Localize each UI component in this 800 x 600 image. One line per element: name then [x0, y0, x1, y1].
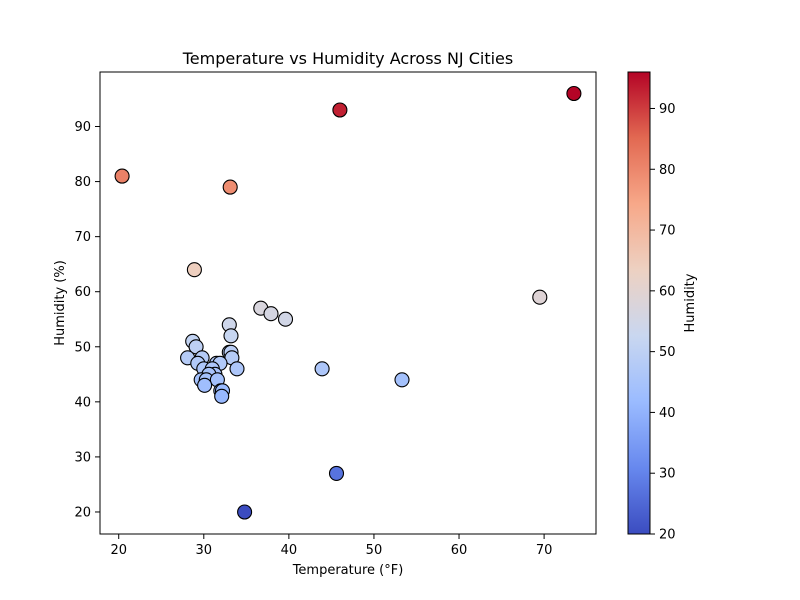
scatter-point-7 [263, 306, 279, 322]
scatter-point-1 [186, 262, 202, 278]
scatter-point-23 [229, 361, 245, 377]
colorbar-tick-label: 30 [659, 467, 676, 482]
scatter-point-24 [314, 361, 330, 377]
x-axis-label: Temperature (°F) [292, 563, 404, 578]
colorbar-tick-label: 80 [659, 163, 676, 178]
y-tick-label: 30 [74, 450, 91, 465]
scatter-point-8 [277, 311, 294, 327]
y-tick-label: 40 [74, 395, 91, 410]
scatter-point-5 [532, 289, 548, 305]
scatter-point-31 [197, 377, 213, 393]
y-tick-label: 60 [74, 285, 91, 300]
scatter-point-35 [328, 465, 345, 481]
colorbar-gradient [627, 71, 651, 535]
x-tick-label: 30 [196, 543, 213, 558]
colorbar: 20 30 40 50 60 70 80 90 [627, 71, 676, 543]
x-tick-label: 40 [281, 543, 298, 558]
colorbar-label: Humidity [683, 273, 698, 332]
scatter-point-4 [566, 85, 582, 102]
points-layer [114, 85, 582, 520]
colorbar-tick-label: 50 [659, 345, 676, 360]
scatter-point-3 [332, 102, 348, 118]
y-tick-label: 20 [74, 505, 91, 520]
y-tick-label: 70 [74, 230, 91, 245]
x-tick-label: 70 [536, 543, 553, 558]
colorbar-tick-label: 20 [659, 528, 676, 543]
y-axis: 20 30 40 50 60 70 80 90 [74, 120, 100, 520]
scatter-point-36 [237, 504, 253, 520]
x-axis: 20 30 40 50 60 70 [110, 534, 552, 558]
scatter-point-30 [394, 372, 410, 388]
scatter-point-2 [222, 179, 238, 195]
colorbar-tick-label: 60 [659, 284, 676, 299]
x-tick-label: 60 [451, 543, 468, 558]
scatter-point-10 [223, 328, 239, 344]
colorbar-tick-label: 90 [659, 102, 676, 117]
y-axis-label: Humidity (%) [53, 260, 68, 346]
y-tick-label: 50 [74, 340, 91, 355]
scatter-point-0 [114, 168, 130, 184]
colorbar-tick-label: 40 [659, 406, 676, 421]
scatter-point-34 [214, 388, 230, 404]
x-tick-label: 20 [110, 543, 127, 558]
plot-frame [99, 71, 597, 535]
colorbar-tick-label: 70 [659, 224, 676, 239]
y-tick-label: 80 [74, 175, 91, 190]
chart-title: Temperature vs Humidity Across NJ Cities [182, 49, 513, 68]
x-tick-label: 50 [366, 543, 383, 558]
y-tick-label: 90 [74, 120, 91, 135]
